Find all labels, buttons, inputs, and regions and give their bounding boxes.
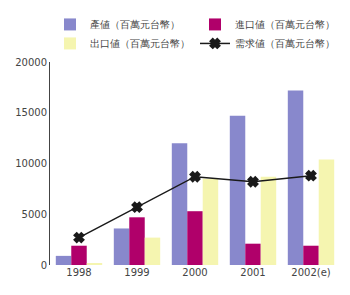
- svg-text:進口値（百萬元台幣）: 進口値（百萬元台幣）: [235, 19, 335, 30]
- svg-text:1999: 1999: [124, 267, 149, 278]
- svg-text:2000: 2000: [182, 267, 207, 278]
- svg-text:出口値（百萬元台幣）: 出口値（百萬元台幣）: [90, 38, 190, 49]
- svg-text:2002(e): 2002(e): [291, 267, 331, 278]
- svg-text:20000: 20000: [15, 57, 47, 68]
- svg-text:1998: 1998: [66, 267, 91, 278]
- svg-text:15000: 15000: [15, 107, 47, 118]
- svg-text:0: 0: [41, 260, 47, 271]
- svg-text:需求値（百萬元台幣）: 需求値（百萬元台幣）: [235, 38, 335, 49]
- svg-text:2001: 2001: [240, 267, 265, 278]
- svg-text:5000: 5000: [22, 209, 47, 220]
- svg-text:產値（百萬元台幣）: 產値（百萬元台幣）: [90, 19, 180, 30]
- svg-text:10000: 10000: [15, 158, 47, 169]
